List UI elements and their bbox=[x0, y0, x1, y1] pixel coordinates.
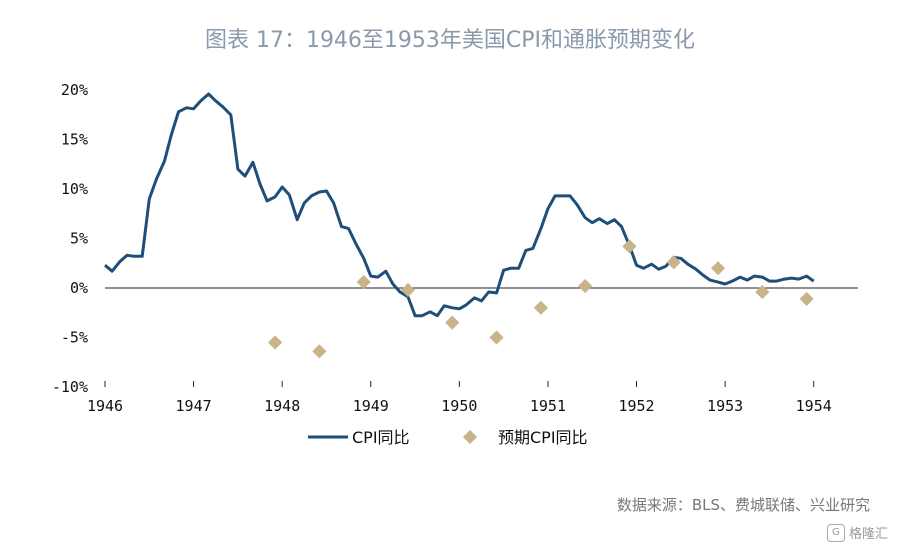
expected-cpi-point bbox=[799, 291, 814, 306]
expected-cpi-point bbox=[400, 282, 416, 298]
legend-label-expected: 预期CPI同比 bbox=[498, 428, 588, 447]
expected-cpi-point bbox=[312, 344, 327, 359]
source-note: 数据来源：BLS、费城联储、兴业研究 bbox=[616, 496, 870, 514]
expected-cpi-point bbox=[268, 335, 283, 350]
watermark-logo-icon: G bbox=[826, 523, 845, 542]
x-tick-label: 1952 bbox=[618, 397, 654, 415]
legend-label-cpi: CPI同比 bbox=[352, 428, 410, 447]
legend: CPI同比 预期CPI同比 bbox=[308, 428, 588, 447]
x-tick-label: 1947 bbox=[176, 397, 212, 415]
watermark-text: 格隆汇 bbox=[848, 527, 888, 542]
x-tick-label: 1951 bbox=[530, 397, 566, 415]
expected-cpi-point bbox=[489, 330, 504, 345]
expected-cpi-point bbox=[356, 274, 371, 290]
y-tick-label: -10% bbox=[52, 378, 88, 396]
y-tick-label: 5% bbox=[70, 230, 88, 248]
expected-cpi-point bbox=[755, 284, 770, 300]
x-tick-label: 1946 bbox=[87, 397, 123, 415]
expected-cpi-point bbox=[445, 315, 460, 330]
x-tick-label: 1954 bbox=[796, 397, 832, 415]
x-tick-label: 1948 bbox=[264, 397, 300, 415]
y-tick-label: 20% bbox=[61, 81, 88, 99]
y-tick-label: -5% bbox=[61, 329, 88, 347]
x-tick-label: 1949 bbox=[353, 397, 389, 415]
expected-cpi-point bbox=[710, 261, 726, 276]
y-tick-label: 10% bbox=[61, 180, 88, 198]
expected-cpi-point bbox=[666, 255, 681, 270]
expected-cpi-point bbox=[622, 239, 637, 254]
x-tick-label: 1950 bbox=[441, 397, 477, 415]
x-axis: 1946 1947 1948 1949 1950 1951 1952 1953 1954 bbox=[87, 381, 832, 415]
expected-cpi-point bbox=[578, 278, 593, 294]
y-tick-label: 15% bbox=[61, 131, 88, 149]
expected-cpi-point bbox=[533, 300, 548, 315]
y-axis: 20% 15% 10% 5% 0% -5% -10% bbox=[52, 81, 88, 396]
watermark: G 格隆汇 bbox=[826, 523, 888, 542]
x-tick-label: 1953 bbox=[707, 397, 743, 415]
y-tick-label: 0% bbox=[70, 279, 88, 297]
legend-swatch-expected bbox=[462, 429, 478, 445]
series-layer bbox=[104, 92, 815, 359]
series-line-cpi bbox=[104, 92, 815, 318]
chart-title: 图表 17：1946至1953年美国CPI和通胀预期变化 bbox=[204, 28, 696, 53]
